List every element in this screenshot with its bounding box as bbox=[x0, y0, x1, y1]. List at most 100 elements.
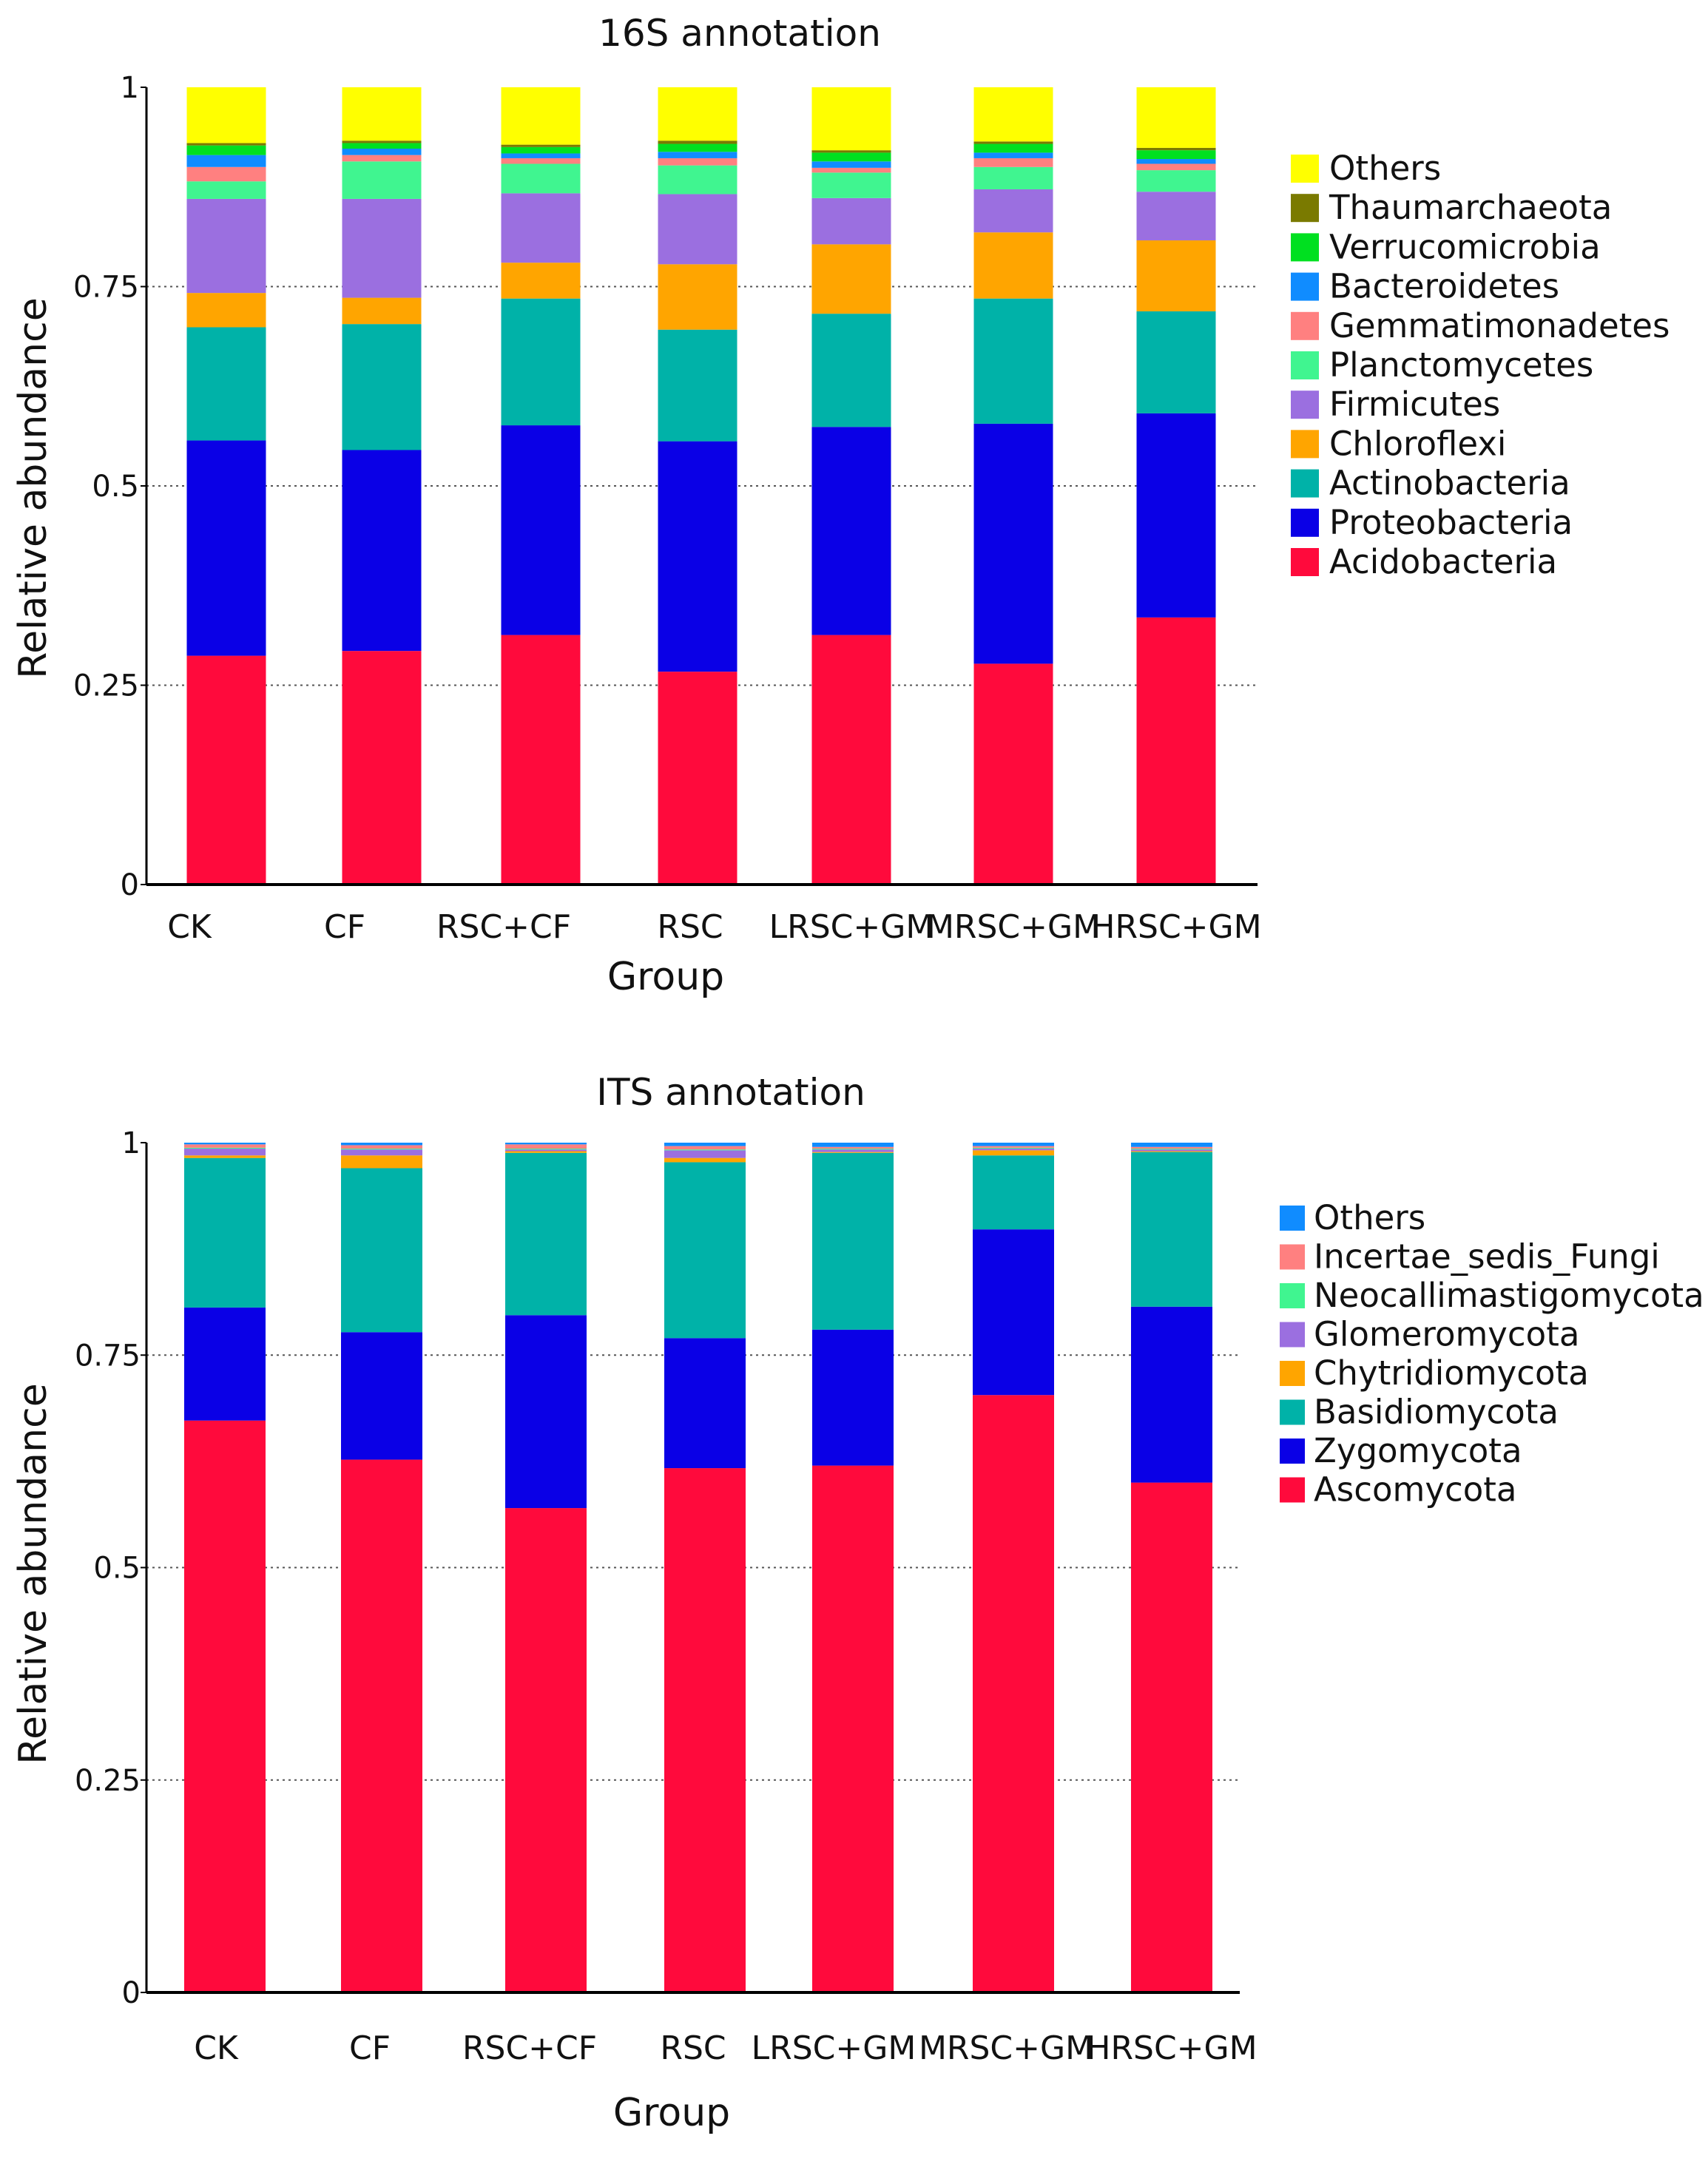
bar-segment bbox=[973, 143, 1053, 153]
bar-segment bbox=[342, 87, 422, 141]
y-tick-label: 0.25 bbox=[73, 669, 139, 703]
bar-segment bbox=[658, 194, 737, 265]
bar-segment bbox=[505, 1149, 587, 1152]
bar-segment bbox=[186, 198, 266, 294]
y-axis-title: Relative abundance bbox=[11, 1383, 55, 1764]
bar-segment bbox=[501, 163, 581, 194]
y-tick-label: 0.5 bbox=[93, 1552, 141, 1586]
bar-segment bbox=[342, 297, 422, 325]
bar-segment bbox=[1136, 170, 1216, 192]
bar-segment bbox=[505, 1508, 587, 1992]
x-category-label: RSC+CF bbox=[462, 2029, 597, 2067]
bar-segment bbox=[658, 264, 737, 330]
bar-segment bbox=[184, 1143, 266, 1145]
chart-its: ITS annotation 0 0.25 0.5 0.75 1 CK CF RSC+CF RSC… bbox=[11, 1071, 1704, 2135]
bar-segment bbox=[812, 1143, 894, 1147]
bar-segment bbox=[664, 1468, 746, 1992]
bar-segment bbox=[664, 1146, 746, 1150]
bar-segment bbox=[186, 166, 266, 182]
bar-segment bbox=[1131, 1146, 1212, 1149]
y-tick-label: 0.75 bbox=[75, 1339, 141, 1373]
legend-label: Chytridiomycota bbox=[1314, 1353, 1589, 1393]
y-tick-label: 0.75 bbox=[73, 271, 139, 305]
bar-segment bbox=[973, 141, 1053, 144]
bar-segment bbox=[342, 161, 422, 199]
bar-segment bbox=[341, 1459, 422, 1992]
bar-segment bbox=[811, 87, 891, 151]
x-category-label: CF bbox=[324, 908, 365, 946]
bar-segment bbox=[184, 1155, 266, 1158]
legend-swatch bbox=[1280, 1244, 1305, 1270]
bar-segment bbox=[664, 1143, 746, 1146]
bar-segment bbox=[505, 1315, 587, 1509]
bar-segment bbox=[1131, 1152, 1212, 1307]
legend-label: Bacteroidetes bbox=[1329, 267, 1559, 306]
bar-segment bbox=[973, 1150, 1054, 1156]
bar-segment bbox=[1136, 311, 1216, 413]
bar-segment bbox=[341, 1143, 422, 1146]
bar-segment bbox=[186, 155, 266, 167]
legend-label: Planctomycetes bbox=[1329, 345, 1593, 385]
x-category-label: LRSC+GM bbox=[752, 2029, 917, 2067]
bar-segment bbox=[973, 1143, 1054, 1146]
bar-segment bbox=[664, 1338, 746, 1469]
bar-segment bbox=[1136, 413, 1216, 618]
bar-segment bbox=[341, 1149, 422, 1156]
x-category-label: CK bbox=[194, 2029, 239, 2067]
bar-segment bbox=[1131, 1143, 1212, 1147]
bar-segment bbox=[973, 663, 1053, 885]
legend-swatch bbox=[1291, 194, 1319, 223]
bar-segment bbox=[658, 152, 737, 158]
legend-label: Gemmatimonadetes bbox=[1329, 306, 1670, 345]
legend-swatch bbox=[1280, 1399, 1305, 1425]
x-category-label: MRSC+GM bbox=[926, 908, 1101, 946]
x-category-label: HRSC+GM bbox=[1090, 908, 1261, 946]
bar-segment bbox=[658, 165, 737, 195]
bar-segment bbox=[973, 87, 1053, 142]
x-category-label: MRSC+GM bbox=[919, 2029, 1093, 2067]
bar-segment bbox=[1131, 1482, 1212, 1992]
chart-title: ITS annotation bbox=[596, 1071, 865, 1114]
bar-segment bbox=[186, 440, 266, 656]
bar-segment bbox=[973, 1146, 1054, 1148]
bar-segment bbox=[811, 172, 891, 198]
bar-segment bbox=[812, 1152, 894, 1153]
bar-segment bbox=[186, 181, 266, 199]
legend-label: Zygomycota bbox=[1314, 1431, 1522, 1470]
bar-segment bbox=[501, 635, 581, 885]
legend-swatch bbox=[1291, 508, 1319, 537]
bar-segment bbox=[812, 1149, 894, 1152]
legend-swatch bbox=[1291, 311, 1319, 340]
bar-segment bbox=[342, 141, 422, 143]
y-tick-label: 1 bbox=[122, 1126, 141, 1160]
chart-title: 16S annotation bbox=[598, 12, 881, 55]
y-tick-label: 0.5 bbox=[92, 470, 139, 504]
bar-segment bbox=[811, 635, 891, 885]
x-category-label: CF bbox=[349, 2029, 391, 2067]
bar-segment bbox=[811, 161, 891, 168]
bar-segment bbox=[973, 166, 1053, 189]
legend-swatch bbox=[1291, 391, 1319, 419]
bar-segment bbox=[505, 1152, 587, 1316]
x-category-label: RSC+CF bbox=[436, 908, 571, 946]
bar-segment bbox=[186, 143, 266, 146]
bar-segment bbox=[186, 87, 266, 143]
bar-segment bbox=[186, 655, 266, 885]
bar-segment bbox=[501, 153, 581, 158]
bar-segment bbox=[341, 1168, 422, 1333]
y-tick-label: 0 bbox=[121, 868, 139, 902]
bar-segment bbox=[1136, 150, 1216, 160]
bar-segment bbox=[341, 1155, 422, 1169]
legend-swatch bbox=[1291, 272, 1319, 301]
bar-segment bbox=[664, 1157, 746, 1163]
bar-segment bbox=[658, 158, 737, 166]
bar-segment bbox=[184, 1149, 266, 1156]
bar-segment bbox=[184, 1147, 266, 1149]
bar-segment bbox=[811, 244, 891, 314]
legend-swatch bbox=[1280, 1361, 1305, 1386]
bar-segment bbox=[811, 314, 891, 427]
bar-segment bbox=[184, 1157, 266, 1308]
bar-segment bbox=[973, 1147, 1054, 1149]
legend-label: Neocallimastigomycota bbox=[1314, 1276, 1704, 1315]
